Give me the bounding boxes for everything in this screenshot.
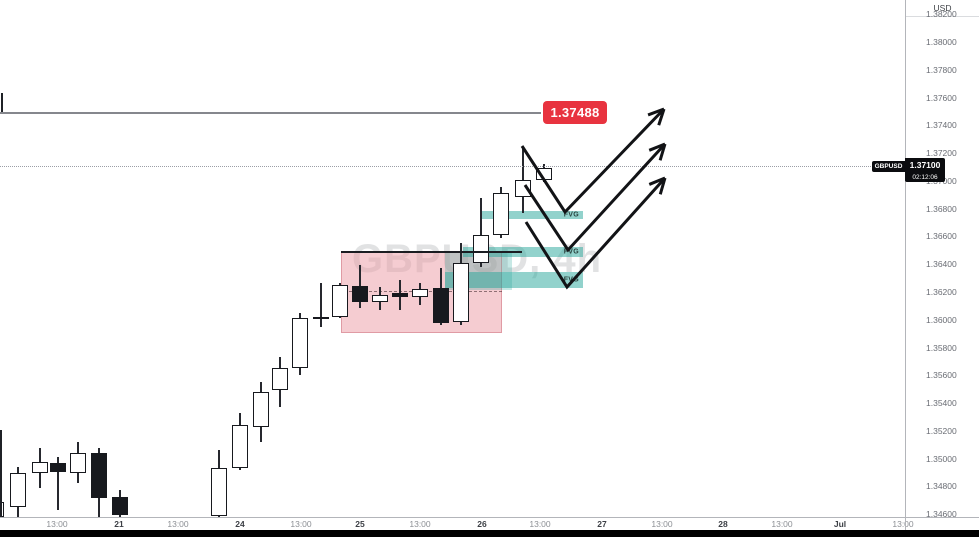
time-tick-label: 13:00 bbox=[651, 519, 673, 529]
candle-body-bear bbox=[433, 288, 449, 323]
symbol-text: GBPUSD bbox=[874, 163, 903, 170]
price-tick-label: 1.35200 bbox=[926, 426, 957, 436]
candle-body-bull bbox=[0, 502, 4, 517]
current-price-text: 1.37100 bbox=[909, 160, 941, 170]
arrowhead-wing bbox=[647, 107, 665, 117]
candle-wick bbox=[320, 283, 322, 327]
current-price-symbol-tag: GBPUSD bbox=[872, 161, 905, 172]
cropped-line-fragment bbox=[1, 93, 3, 112]
time-tick-label: 13:00 bbox=[167, 519, 189, 529]
time-tick-label: 21 bbox=[114, 519, 124, 529]
fvg-label: FVG bbox=[563, 276, 579, 284]
candle-body-bull bbox=[515, 180, 531, 197]
fvg-label: FVG bbox=[563, 211, 579, 219]
price-tick-label: 1.36000 bbox=[926, 315, 957, 325]
candle-body-bear bbox=[91, 453, 107, 498]
orderblock-top-line[interactable] bbox=[341, 251, 522, 253]
bar-countdown-tag: 02:12:06 bbox=[905, 172, 945, 182]
time-axis[interactable]: 13:00 21 13:00 24 13:00 25 13:00 26 13:00 27 13:00… bbox=[0, 517, 979, 530]
trend-arrows-layer bbox=[520, 107, 667, 290]
candle-body-bear bbox=[112, 497, 128, 515]
candle-wick bbox=[57, 457, 59, 510]
candle-body-bear bbox=[50, 463, 66, 472]
current-price-tag: 1.37100 bbox=[905, 158, 945, 172]
candle-body-bull bbox=[32, 462, 48, 473]
time-tick-label: 28 bbox=[718, 519, 728, 529]
time-tick-label: 13:00 bbox=[290, 519, 312, 529]
trend-arrow[interactable] bbox=[520, 107, 666, 215]
fvg-zone[interactable]: FVG bbox=[445, 272, 583, 288]
level-price-text: 1.37488 bbox=[550, 105, 600, 120]
candle-body-bull bbox=[232, 425, 248, 468]
time-tick-label: 25 bbox=[355, 519, 365, 529]
price-tick-label: 1.35600 bbox=[926, 370, 957, 380]
arrowhead-wing bbox=[648, 142, 666, 152]
level-price-label[interactable]: 1.37488 bbox=[543, 101, 607, 124]
price-tick-label: 1.34600 bbox=[926, 509, 957, 519]
arrowhead-wing bbox=[648, 176, 666, 186]
arrowhead-wing bbox=[658, 143, 667, 161]
price-axis[interactable]: USD 1.38200 1.38000 1.37800 1.37600 1.37400 1… bbox=[905, 0, 979, 519]
candle-body-bull bbox=[412, 289, 428, 297]
arrowhead-wing bbox=[658, 177, 667, 195]
candle-body-bull bbox=[493, 193, 509, 235]
candle-body-bull bbox=[453, 263, 469, 322]
candle-body-bull bbox=[372, 295, 388, 302]
price-tick-label: 1.35800 bbox=[926, 343, 957, 353]
candle-body-bull bbox=[292, 318, 308, 368]
fvg-label: FVG bbox=[563, 248, 579, 256]
cropped-line-fragment bbox=[0, 430, 2, 517]
candle-body-bull bbox=[313, 317, 329, 319]
price-axis-currency: USD bbox=[906, 0, 979, 17]
price-tick-label: 1.35000 bbox=[926, 454, 957, 464]
candle-body-bull bbox=[272, 368, 288, 390]
price-tick-label: 1.36600 bbox=[926, 231, 957, 241]
trend-arrow[interactable] bbox=[524, 176, 667, 290]
candle-body-bull bbox=[211, 468, 227, 516]
price-tick-label: 1.37800 bbox=[926, 65, 957, 75]
price-tick-label: 1.36200 bbox=[926, 287, 957, 297]
candle-body-bull bbox=[70, 453, 86, 473]
time-tick-label: 26 bbox=[477, 519, 487, 529]
candle-body-bull bbox=[473, 235, 489, 263]
time-tick-label: 27 bbox=[597, 519, 607, 529]
price-tick-label: 1.37200 bbox=[926, 148, 957, 158]
trend-arrow[interactable] bbox=[523, 142, 667, 253]
arrowhead-wing bbox=[657, 108, 666, 126]
current-price-dotted-line bbox=[0, 166, 873, 167]
currency-label: USD bbox=[933, 3, 952, 13]
price-tick-label: 1.36800 bbox=[926, 204, 957, 214]
candle-wick bbox=[480, 198, 482, 267]
price-tick-label: 1.36400 bbox=[926, 259, 957, 269]
price-tick-label: 1.38200 bbox=[926, 9, 957, 19]
fvg-zone[interactable]: FVG bbox=[463, 247, 583, 257]
candle-body-bull bbox=[10, 473, 26, 507]
price-tick-label: 1.35400 bbox=[926, 398, 957, 408]
time-tick-label: 13:00 bbox=[409, 519, 431, 529]
time-tick-label: 13:00 bbox=[529, 519, 551, 529]
candle-body-bear bbox=[352, 286, 368, 302]
price-tick-label: 1.34800 bbox=[926, 481, 957, 491]
time-tick-label: Jul bbox=[833, 519, 847, 529]
price-tick-label: 1.38000 bbox=[926, 37, 957, 47]
time-tick-label: 13:00 bbox=[892, 519, 914, 529]
price-tick-label: 1.37400 bbox=[926, 120, 957, 130]
bottom-bar bbox=[0, 530, 979, 537]
time-tick-label: 13:00 bbox=[771, 519, 793, 529]
countdown-text: 02:12:06 bbox=[912, 173, 938, 181]
candle-body-bear bbox=[392, 293, 408, 297]
candle-body-bull bbox=[332, 285, 348, 317]
price-axis-border-extension bbox=[905, 517, 906, 530]
price-tick-label: 1.37600 bbox=[926, 93, 957, 103]
time-tick-label: 13:00 bbox=[46, 519, 68, 529]
time-tick-label: 24 bbox=[235, 519, 245, 529]
horizontal-level-line[interactable] bbox=[0, 112, 541, 114]
fvg-zone[interactable]: FVG bbox=[480, 211, 583, 219]
candle-body-bull bbox=[253, 392, 269, 427]
